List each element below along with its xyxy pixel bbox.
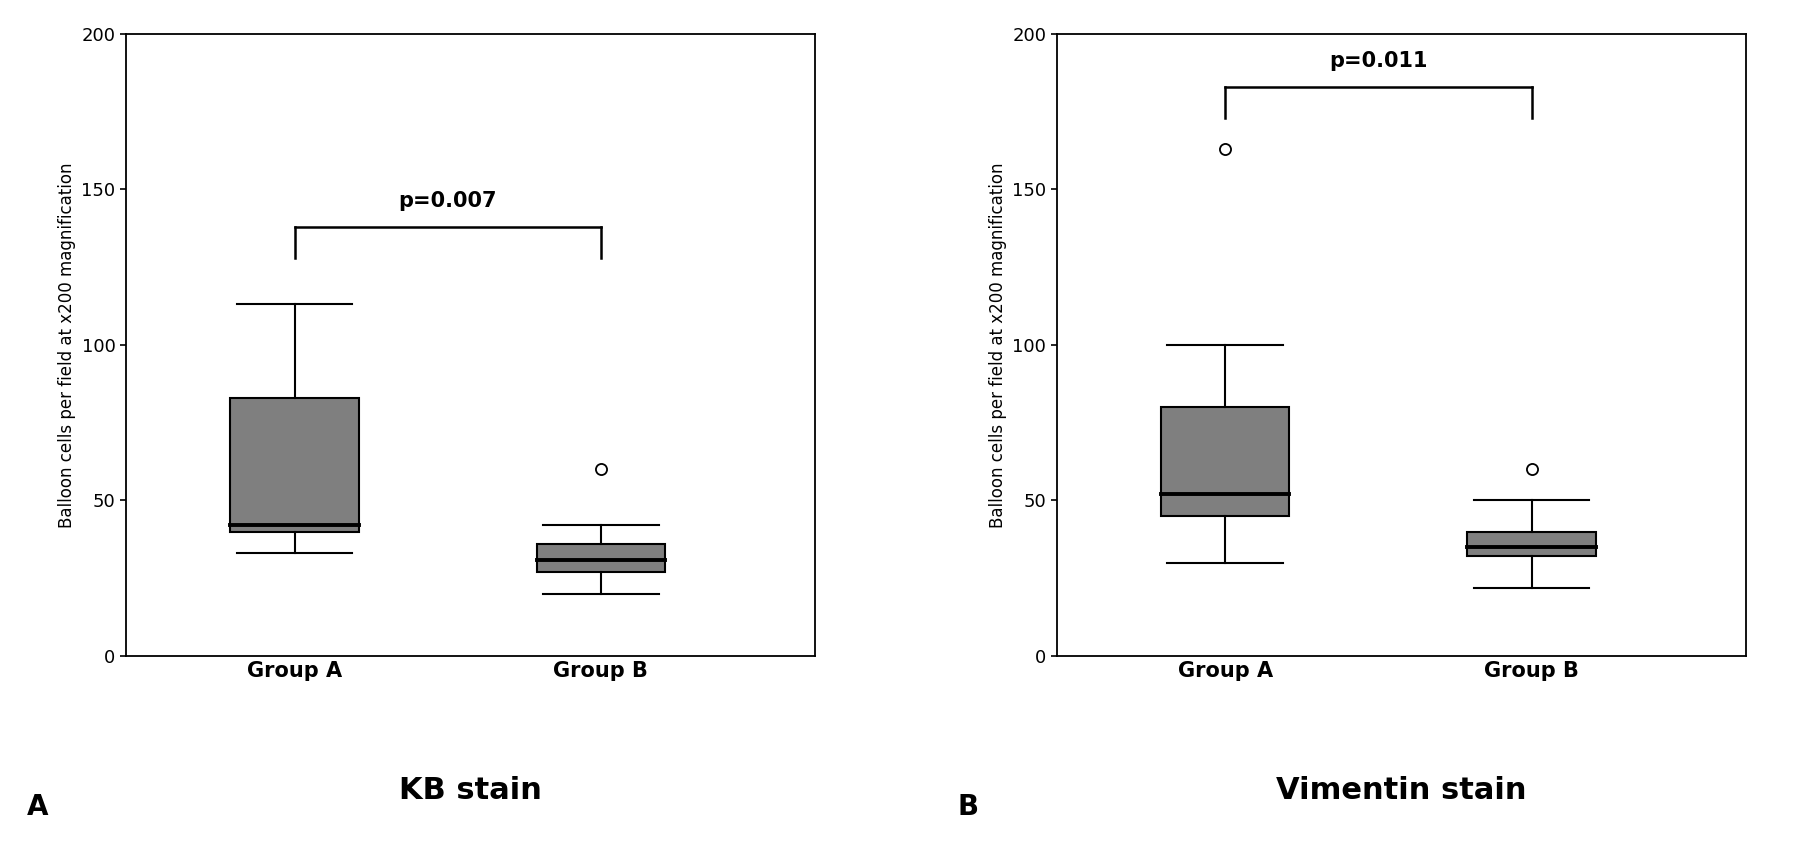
Bar [536,544,666,572]
Text: p=0.007: p=0.007 [398,191,497,211]
Text: A: A [27,793,49,822]
Bar [230,398,358,532]
Text: Vimentin stain: Vimentin stain [1276,776,1526,805]
Y-axis label: Balloon cells per field at x200 magnification: Balloon cells per field at x200 magnific… [988,162,1006,527]
Text: p=0.011: p=0.011 [1328,51,1427,71]
Text: KB stain: KB stain [400,776,542,805]
Text: B: B [958,793,979,822]
Bar [1467,532,1597,557]
Y-axis label: Balloon cells per field at x200 magnification: Balloon cells per field at x200 magnific… [58,162,76,527]
Bar [1161,407,1289,516]
